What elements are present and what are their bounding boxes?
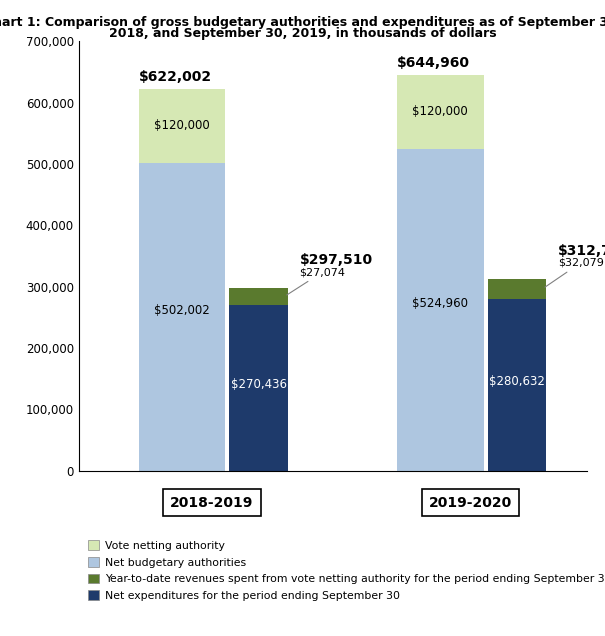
Text: Chart 1: Comparison of gross budgetary authorities and expenditures as of Septem: Chart 1: Comparison of gross budgetary a… bbox=[0, 16, 605, 29]
Text: $312,711: $312,711 bbox=[558, 244, 605, 258]
Bar bbox=[229, 305, 288, 471]
Text: $32,079: $32,079 bbox=[545, 258, 604, 287]
Text: $280,632: $280,632 bbox=[489, 375, 545, 388]
Bar bbox=[397, 75, 483, 149]
Bar bbox=[139, 163, 225, 471]
Text: 2018, and September 30, 2019, in thousands of dollars: 2018, and September 30, 2019, in thousan… bbox=[109, 27, 496, 40]
Bar bbox=[488, 279, 546, 298]
Text: $622,002: $622,002 bbox=[139, 70, 212, 84]
Legend: Vote netting authority, Net budgetary authorities, Year-to-date revenues spent f: Vote netting authority, Net budgetary au… bbox=[84, 536, 605, 605]
Bar bbox=[229, 288, 288, 305]
Bar bbox=[488, 298, 546, 471]
Text: 2019-2020: 2019-2020 bbox=[428, 495, 512, 509]
Text: $524,960: $524,960 bbox=[412, 297, 468, 310]
Text: $502,002: $502,002 bbox=[154, 304, 210, 317]
Text: 2018-2019: 2018-2019 bbox=[170, 495, 253, 509]
Bar bbox=[397, 149, 483, 471]
Text: $27,074: $27,074 bbox=[287, 267, 345, 295]
Text: $120,000: $120,000 bbox=[413, 106, 468, 118]
Text: $644,960: $644,960 bbox=[397, 56, 470, 70]
Bar bbox=[139, 89, 225, 163]
Text: $270,436: $270,436 bbox=[231, 378, 287, 391]
Text: $120,000: $120,000 bbox=[154, 120, 210, 132]
Text: $297,510: $297,510 bbox=[299, 253, 373, 267]
